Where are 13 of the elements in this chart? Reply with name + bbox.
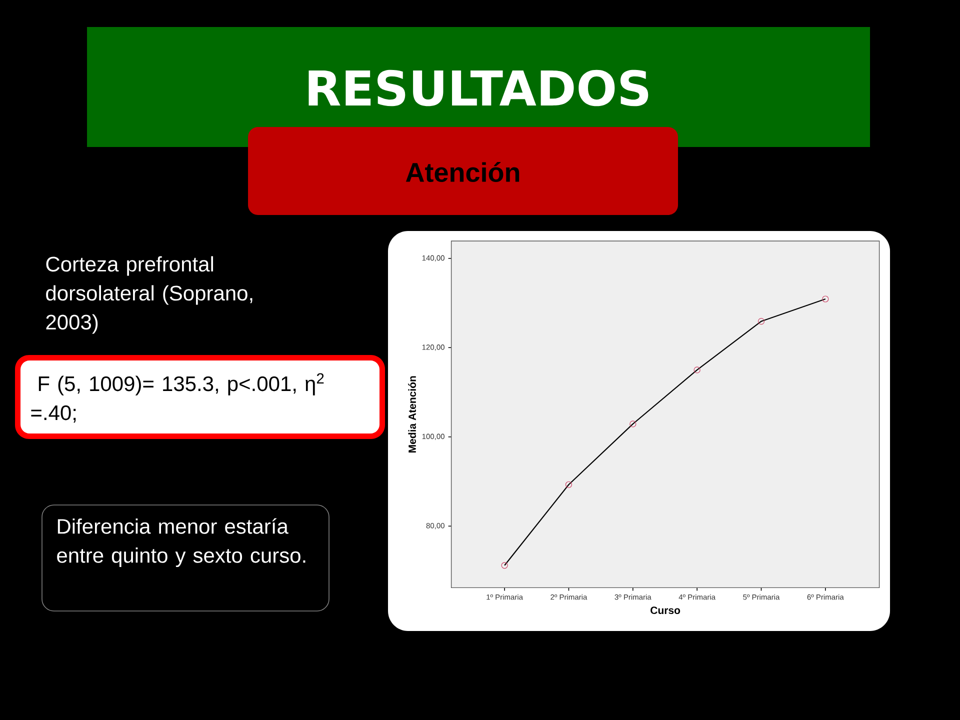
point [694,366,700,374]
x-axis-title: Curso [650,606,680,614]
text: F (5, 1009)= 135.3, p<.001, η$^{2}$ =.40; [31,373,324,423]
point [822,296,829,302]
chart-title: RESULTADOS [308,70,648,106]
point [630,420,636,428]
point [501,562,508,569]
chart-subtitle: Atención [406,162,520,182]
text: Corteza prefrontal dorsolateral (Soprano, 2003) [46,256,252,334]
point [565,481,572,488]
text: Diferencia menor estaría entre quinto y sexto curso. [57,518,306,568]
y-axis-title: Media Atención [408,376,416,452]
point [758,318,765,325]
